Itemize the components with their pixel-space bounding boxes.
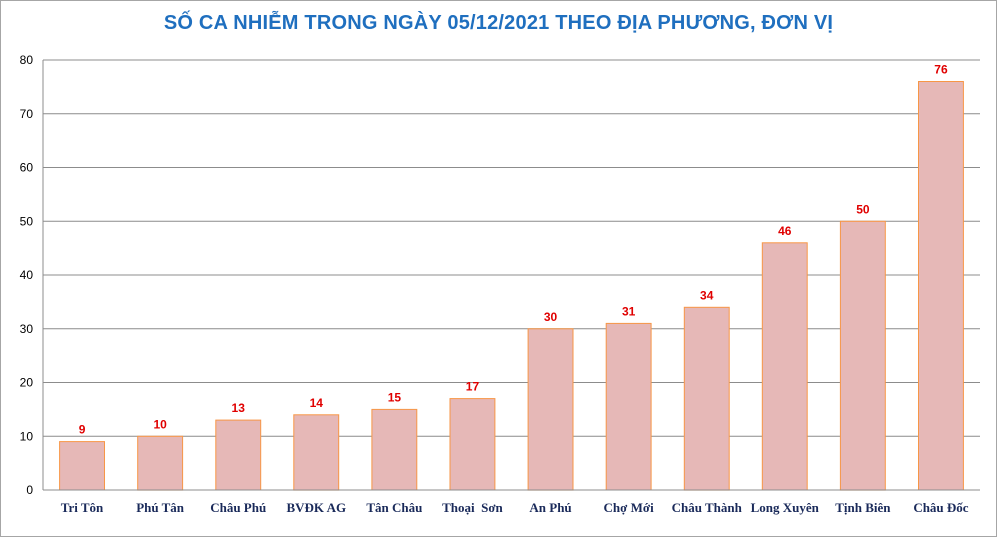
x-tick-label: Châu Phú — [210, 500, 266, 515]
x-tick-label: BVĐK AG — [286, 500, 346, 515]
data-label: 17 — [466, 380, 480, 394]
x-tick-label: An Phú — [529, 500, 571, 515]
data-label: 9 — [79, 423, 86, 437]
x-tick-label: Tân Châu — [366, 500, 422, 515]
data-label: 15 — [388, 390, 402, 404]
y-tick-label: 60 — [20, 161, 34, 175]
y-tick-label: 80 — [20, 53, 34, 67]
x-tick-label: Châu Thành — [672, 500, 743, 515]
bar — [215, 419, 262, 491]
bar — [527, 328, 574, 491]
y-tick-label: 0 — [26, 483, 33, 497]
data-label: 46 — [778, 224, 792, 238]
data-label: 10 — [153, 417, 167, 431]
x-tick-label: Thoại Sơn — [442, 500, 503, 515]
y-tick-label: 20 — [20, 376, 34, 390]
x-tick-label: Châu Đốc — [913, 500, 968, 515]
y-tick-label: 70 — [20, 107, 34, 121]
x-tick-label: Tri Tôn — [61, 500, 104, 515]
data-label: 50 — [856, 202, 870, 216]
bar — [59, 441, 105, 491]
x-tick-label: Long Xuyên — [751, 500, 820, 515]
gridlines — [43, 59, 980, 437]
bar — [371, 408, 418, 491]
y-tick-label: 40 — [20, 268, 34, 282]
bar — [449, 398, 496, 491]
data-label: 30 — [544, 310, 558, 324]
x-tick-label: Phú Tân — [136, 500, 185, 515]
bar — [293, 414, 340, 491]
bar — [683, 306, 730, 491]
data-label: 76 — [934, 63, 948, 77]
chart-title: SỐ CA NHIỄM TRONG NGÀY 05/12/2021 THEO Đ… — [163, 12, 834, 34]
y-tick-label: 30 — [20, 322, 34, 336]
labels: 9 Tri Tôn 10 Phú Tân 13 Châu Phú 14 BVĐK AG 15 Tâ… — [61, 63, 969, 516]
data-label: 13 — [232, 401, 246, 415]
bar — [605, 322, 652, 491]
axes: 0 10 20 30 40 50 60 70 80 — [20, 53, 980, 497]
data-label: 31 — [622, 304, 636, 318]
x-tick-label: Chợ Mới — [604, 500, 655, 515]
data-label: 14 — [310, 396, 324, 410]
bars — [59, 81, 964, 491]
data-label: 34 — [700, 288, 714, 302]
bar — [137, 435, 184, 491]
y-tick-label: 10 — [20, 429, 34, 443]
bar — [761, 242, 808, 491]
bar — [918, 81, 964, 491]
x-tick-label: Tịnh Biên — [835, 500, 891, 515]
bar — [839, 220, 886, 491]
y-tick-label: 50 — [20, 214, 34, 228]
